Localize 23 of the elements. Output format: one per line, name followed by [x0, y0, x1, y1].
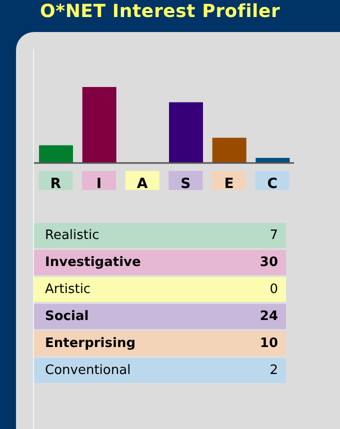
category-label: Conventional: [45, 363, 131, 378]
category-label: Enterprising: [45, 336, 136, 351]
data-label: 2: [270, 363, 278, 378]
x-tick-label: I: [96, 176, 102, 192]
chart-title: O*NET Interest Profiler: [40, 1, 280, 22]
x-tick-label: S: [180, 176, 191, 192]
data-label: 30: [260, 255, 278, 270]
data-label: 24: [260, 309, 278, 324]
x-tick-label: A: [136, 176, 148, 192]
bar: [169, 102, 203, 163]
x-tick-label: C: [267, 176, 278, 192]
data-label: 0: [270, 282, 278, 297]
bar: [212, 138, 246, 163]
data-label: 10: [260, 336, 278, 351]
bar: [82, 87, 116, 163]
category-label: Investigative: [45, 255, 141, 270]
category-label: Realistic: [45, 228, 100, 243]
category-label: Social: [45, 309, 89, 324]
data-label: 7: [270, 228, 278, 243]
x-tick-label: E: [224, 176, 234, 192]
category-label: Artistic: [45, 282, 91, 297]
bar: [39, 145, 73, 163]
x-tick-label: R: [50, 176, 62, 192]
